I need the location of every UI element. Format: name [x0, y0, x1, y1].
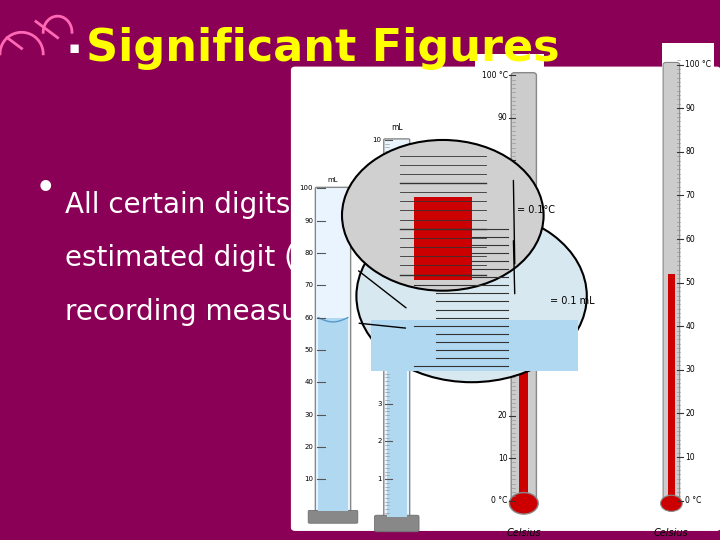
Text: mL: mL [391, 123, 402, 132]
Bar [414, 197, 472, 280]
Text: 80: 80 [498, 156, 508, 165]
Text: 90: 90 [498, 113, 508, 123]
Text: 40: 40 [685, 322, 696, 330]
Text: mL: mL [328, 177, 338, 183]
Text: 60: 60 [304, 315, 313, 321]
Text: 10: 10 [304, 476, 313, 482]
Text: 60: 60 [685, 234, 696, 244]
Text: Significant Figures: Significant Figures [86, 27, 560, 70]
Text: = 0.1°C: = 0.1°C [518, 205, 555, 215]
Text: Celsius: Celsius [654, 528, 689, 537]
Text: 70: 70 [498, 198, 508, 207]
Text: 7: 7 [377, 250, 382, 256]
Circle shape [342, 140, 544, 291]
Text: 50: 50 [685, 278, 696, 287]
Text: 100 °C: 100 °C [482, 71, 508, 80]
Text: 0 °C: 0 °C [685, 496, 702, 505]
Bar [387, 313, 407, 517]
Text: All certain digits plus one: All certain digits plus one [65, 191, 417, 219]
Bar [371, 320, 578, 372]
Text: 20: 20 [498, 411, 508, 420]
Circle shape [661, 495, 682, 511]
FancyBboxPatch shape [384, 139, 410, 518]
Text: 50: 50 [305, 347, 313, 353]
Text: = 0.1 mL: = 0.1 mL [550, 296, 595, 307]
Text: 20: 20 [685, 409, 695, 418]
Text: 2: 2 [377, 438, 382, 444]
Text: 3: 3 [377, 401, 382, 407]
Text: 90: 90 [304, 218, 313, 224]
Text: Celsius: Celsius [506, 528, 541, 537]
Text: ▪: ▪ [68, 39, 80, 57]
Text: recording measurements): recording measurements) [65, 298, 424, 326]
Text: 70: 70 [685, 191, 696, 200]
Bar [668, 274, 675, 501]
Text: 8: 8 [377, 212, 382, 218]
Bar [475, 54, 544, 522]
Text: 6: 6 [377, 288, 382, 294]
Text: 30: 30 [498, 369, 508, 377]
Text: 100 °C: 100 °C [685, 60, 711, 69]
FancyBboxPatch shape [308, 510, 358, 523]
Text: 80: 80 [304, 250, 313, 256]
Text: •: • [36, 174, 55, 203]
FancyBboxPatch shape [292, 68, 720, 530]
FancyBboxPatch shape [315, 187, 351, 512]
Text: 80: 80 [685, 147, 695, 156]
Text: 70: 70 [304, 282, 313, 288]
Text: 10: 10 [373, 137, 382, 143]
Circle shape [510, 492, 538, 514]
Text: 1: 1 [377, 476, 382, 482]
Text: 40: 40 [498, 326, 508, 335]
FancyBboxPatch shape [511, 73, 536, 503]
Text: 10: 10 [498, 454, 508, 463]
Bar [519, 280, 528, 501]
Circle shape [356, 210, 587, 382]
Text: 20: 20 [305, 444, 313, 450]
Text: 5: 5 [377, 326, 382, 332]
Text: estimated digit (used when: estimated digit (used when [65, 245, 445, 272]
Text: 4: 4 [377, 363, 382, 369]
FancyBboxPatch shape [663, 63, 680, 503]
Text: 100: 100 [300, 185, 313, 191]
Text: 50: 50 [498, 284, 508, 293]
Text: 30: 30 [304, 411, 313, 417]
FancyBboxPatch shape [374, 515, 419, 532]
Text: 60: 60 [498, 241, 508, 250]
Text: 0 °C: 0 °C [491, 496, 508, 505]
Text: 30: 30 [685, 366, 696, 374]
Bar [318, 318, 348, 511]
Text: 10: 10 [685, 453, 695, 462]
Text: 9: 9 [377, 174, 382, 181]
Bar [662, 43, 714, 522]
Text: 90: 90 [685, 104, 696, 113]
Text: 40: 40 [305, 379, 313, 385]
